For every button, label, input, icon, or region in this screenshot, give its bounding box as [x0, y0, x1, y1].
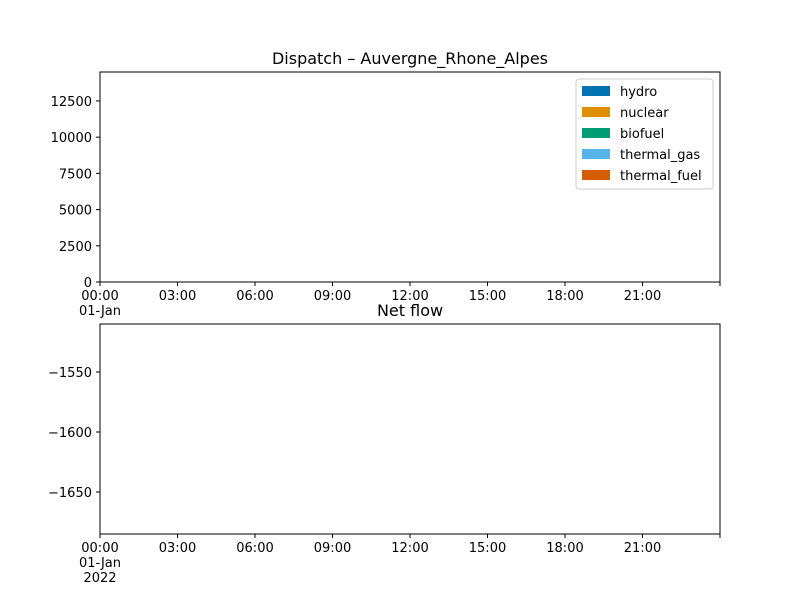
net-flow-x-tick-label-line: 01-Jan	[79, 556, 121, 571]
legend-swatch-hydro	[582, 86, 610, 96]
net-flow-y-tick-label: −1550	[48, 366, 92, 381]
dispatch-x-tick-label: 21:00	[624, 289, 661, 304]
dispatch-y-tick-label: 10000	[51, 131, 92, 146]
legend-box	[575, 78, 714, 190]
dispatch-x-tick-label: 15:00	[469, 289, 506, 304]
net-flow-x-tick-label-line: 21:00	[624, 541, 661, 556]
dispatch-y-tick-label: 12500	[51, 95, 92, 110]
dispatch-y-tick-label: 7500	[59, 167, 92, 182]
net-flow-x-tick-label: 12:00	[391, 541, 428, 556]
legend-label-nuclear: nuclear	[620, 106, 669, 121]
dispatch-x-tick-label: 18:00	[546, 289, 583, 304]
net-flow-x-tick-label-line: 15:00	[469, 541, 506, 556]
legend-swatch-thermal_gas	[582, 149, 610, 159]
dispatch-title: Dispatch – Auvergne_Rhone_Alpes	[272, 49, 548, 69]
dispatch-x-tick-label-line: 18:00	[546, 289, 583, 304]
net-flow-x-tick-label: 06:00	[236, 541, 273, 556]
dispatch-x-tick-label-line: 15:00	[469, 289, 506, 304]
legend-swatch-thermal_fuel	[582, 170, 610, 180]
legend-swatch-nuclear	[582, 107, 610, 117]
net-flow-x-tick-label: 09:00	[314, 541, 351, 556]
dispatch-y-tick-label: 0	[84, 276, 92, 291]
dispatch-panel: Dispatch – Auvergne_Rhone_Alpes 0 2500 500…	[51, 49, 721, 319]
dispatch-x-tick-label-line: 03:00	[159, 289, 196, 304]
dispatch-x-tick-label-line: 01-Jan	[79, 304, 121, 319]
net-flow-y-tick-label: −1600	[48, 426, 92, 441]
legend-swatch-biofuel	[582, 128, 610, 138]
net-flow-x-axis: 00:00 01-Jan 2022 03:00 06:00 09:00 12:00 15:00…	[79, 534, 721, 586]
dispatch-x-tick-label: 06:00	[236, 289, 273, 304]
dispatch-y-axis: 0 2500 5000 7500 10000 12500	[51, 95, 100, 291]
dispatch-legend: hydro nuclear biofuel thermal_gas thermal_fu…	[575, 78, 714, 190]
net-flow-x-tick-label: 03:00	[159, 541, 196, 556]
net-flow-x-tick-label-line: 00:00	[81, 541, 118, 556]
net-flow-x-tick-label-line: 06:00	[236, 541, 273, 556]
legend-label-biofuel: biofuel	[620, 127, 664, 142]
dispatch-y-tick-label: 5000	[59, 204, 92, 219]
dispatch-x-tick-label-line: 12:00	[391, 289, 428, 304]
net-flow-y-tick-label: −1650	[48, 486, 92, 501]
legend-label-thermal_gas: thermal_gas	[620, 148, 700, 163]
net-flow-x-tick-label: 00:00 01-Jan 2022	[79, 541, 121, 586]
dispatch-x-tick-label: 09:00	[314, 289, 351, 304]
net-flow-x-tick-label-line: 2022	[83, 571, 116, 586]
net-flow-panel: Net flow −1650−1600−1550 00:00 01-Jan 2022…	[48, 301, 721, 586]
dispatch-x-tick-label-line: 21:00	[624, 289, 661, 304]
net-flow-x-tick-label: 15:00	[469, 541, 506, 556]
net-flow-x-tick-label-line: 09:00	[314, 541, 351, 556]
legend-items: hydro nuclear biofuel thermal_gas thermal_fu…	[582, 85, 702, 184]
dispatch-x-tick-label-line: 06:00	[236, 289, 273, 304]
legend-label-hydro: hydro	[620, 85, 657, 100]
dispatch-x-tick-label-line: 00:00	[81, 289, 118, 304]
net-flow-x-tick-label-line: 18:00	[546, 541, 583, 556]
net-flow-y-axis: −1650 −1600 −1550	[48, 366, 100, 501]
net-flow-title: Net flow	[377, 301, 443, 320]
net-flow-x-tick-label-line: 03:00	[159, 541, 196, 556]
legend-label-thermal_fuel: thermal_fuel	[620, 169, 702, 184]
net-flow-x-tick-label: 18:00	[546, 541, 583, 556]
dispatch-x-axis: 00:00 01-Jan 03:00 06:00 09:00 12:00 15:00 18:0…	[79, 282, 721, 319]
net-flow-x-tick-label-line: 12:00	[391, 541, 428, 556]
net-flow-x-tick-label: 21:00	[624, 541, 661, 556]
dispatch-y-tick-label: 2500	[59, 240, 92, 255]
dispatch-x-tick-label-line: 09:00	[314, 289, 351, 304]
dispatch-x-tick-label: 00:00 01-Jan	[79, 289, 121, 319]
dispatch-x-tick-label: 12:00	[391, 289, 428, 304]
dispatch-x-tick-label: 03:00	[159, 289, 196, 304]
